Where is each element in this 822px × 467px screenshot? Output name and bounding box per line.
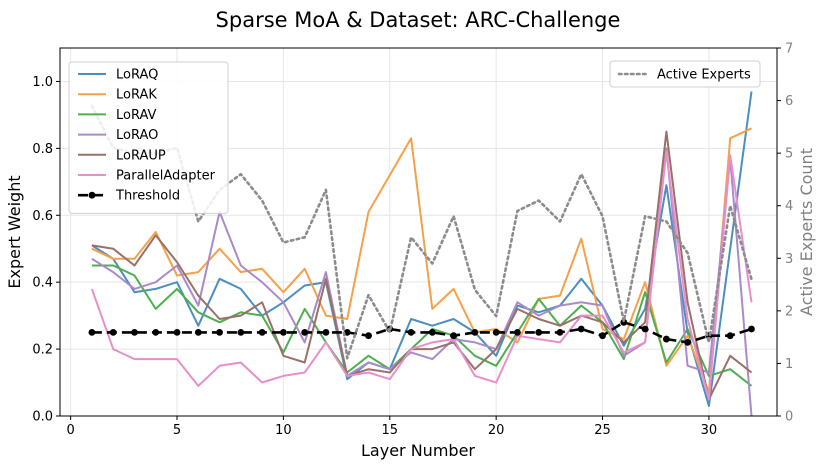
threshold-point bbox=[641, 325, 649, 333]
y-tick-label: 0.8 bbox=[32, 142, 53, 157]
threshold-point bbox=[173, 328, 181, 336]
threshold-point bbox=[684, 339, 692, 346]
x-tick-label: 10 bbox=[275, 423, 292, 438]
plot-frame bbox=[59, 47, 778, 417]
series-line-lorak bbox=[91, 127, 752, 394]
legend-secondary: Active Experts bbox=[609, 60, 761, 88]
x-tick-label: 15 bbox=[382, 423, 399, 438]
threshold-point bbox=[343, 328, 351, 336]
threshold-point bbox=[194, 328, 202, 336]
threshold-point bbox=[535, 328, 543, 336]
y-tick-label: 1.0 bbox=[32, 75, 53, 90]
legend-label-loraq: LoRAQ bbox=[116, 68, 158, 83]
y2-tick-label: 1 bbox=[785, 357, 793, 372]
threshold-point bbox=[258, 328, 266, 336]
threshold-point bbox=[450, 332, 458, 340]
threshold-point bbox=[577, 325, 585, 333]
threshold-point bbox=[748, 325, 755, 333]
y2-tick-label: 2 bbox=[785, 304, 793, 319]
x-tick-label: 20 bbox=[488, 423, 505, 438]
y2-tick-label: 7 bbox=[785, 42, 793, 57]
axes: 0 5 10 15 20 25 30 0.0 0.2 0.4 0.6 0.8 1.0 0 1 2 3 4 5 6 7 bbox=[32, 42, 793, 439]
threshold-point bbox=[237, 328, 245, 336]
y2-tick-label: 6 bbox=[785, 94, 793, 109]
threshold-point bbox=[514, 328, 521, 336]
legend-label-paralleladapter: ParallelAdapter bbox=[116, 169, 216, 184]
threshold-point bbox=[131, 328, 138, 336]
x-tick-label: 0 bbox=[66, 423, 74, 438]
series-line-active-experts bbox=[90, 104, 753, 360]
y2-tick-label: 5 bbox=[785, 147, 793, 162]
threshold-point bbox=[322, 328, 330, 336]
threshold-point bbox=[599, 332, 606, 340]
threshold-point bbox=[365, 332, 372, 340]
legend-label-loraup: LoRAUP bbox=[116, 148, 166, 163]
legend-label-active-experts: Active Experts bbox=[657, 68, 751, 83]
threshold-point bbox=[726, 332, 734, 340]
threshold-point bbox=[279, 328, 287, 336]
legend-main: LoRAQ LoRAK LoRAV LoRAO LoRAUP ParallelAdapte… bbox=[68, 61, 229, 214]
legend-marker bbox=[88, 191, 96, 199]
threshold-point bbox=[216, 328, 223, 336]
y2-tick-label: 4 bbox=[785, 199, 793, 214]
series-line-paralleladapter bbox=[90, 150, 753, 401]
legend-label-lorav: LoRAV bbox=[116, 108, 157, 123]
y-tick-label: 0.0 bbox=[32, 410, 53, 425]
threshold-point bbox=[88, 328, 96, 336]
legend-label-threshold: Threshold bbox=[115, 189, 180, 204]
threshold-point bbox=[109, 328, 117, 336]
threshold-point bbox=[556, 328, 564, 336]
y-axis-label: Expert Weight bbox=[5, 175, 24, 288]
y2-axis-label: Active Experts Count bbox=[797, 148, 816, 316]
legend-label-lorak: LoRAK bbox=[116, 88, 157, 103]
x-tick-label: 30 bbox=[701, 423, 718, 438]
threshold-point bbox=[662, 335, 670, 343]
series-line-lorav bbox=[91, 264, 753, 387]
threshold-point bbox=[301, 328, 309, 336]
legend-main-box bbox=[68, 61, 229, 214]
y-tick-label: 0.2 bbox=[32, 343, 53, 358]
threshold-point bbox=[620, 318, 628, 326]
series-line-loraq bbox=[91, 91, 753, 407]
series-line-loraup bbox=[91, 130, 753, 401]
y-tick-label: 0.4 bbox=[32, 276, 53, 291]
x-tick-label: 5 bbox=[173, 423, 181, 438]
legend-label-lorao: LoRAO bbox=[116, 128, 158, 143]
y2-tick-label: 0 bbox=[785, 410, 793, 425]
y-tick-label: 0.6 bbox=[32, 209, 53, 224]
threshold-point bbox=[428, 328, 436, 336]
threshold-point bbox=[407, 328, 415, 336]
series-line-threshold bbox=[91, 320, 752, 344]
threshold-point bbox=[471, 328, 479, 336]
x-axis-label: Layer Number bbox=[361, 441, 475, 460]
threshold-point bbox=[152, 328, 160, 336]
series-layer bbox=[88, 91, 755, 417]
legend-secondary-box bbox=[609, 60, 761, 88]
chart-title: Sparse MoA & Dataset: ARC-Challenge bbox=[216, 8, 621, 32]
threshold-point bbox=[492, 328, 500, 336]
y2-tick-label: 3 bbox=[785, 252, 793, 267]
x-tick-label: 25 bbox=[594, 423, 611, 438]
